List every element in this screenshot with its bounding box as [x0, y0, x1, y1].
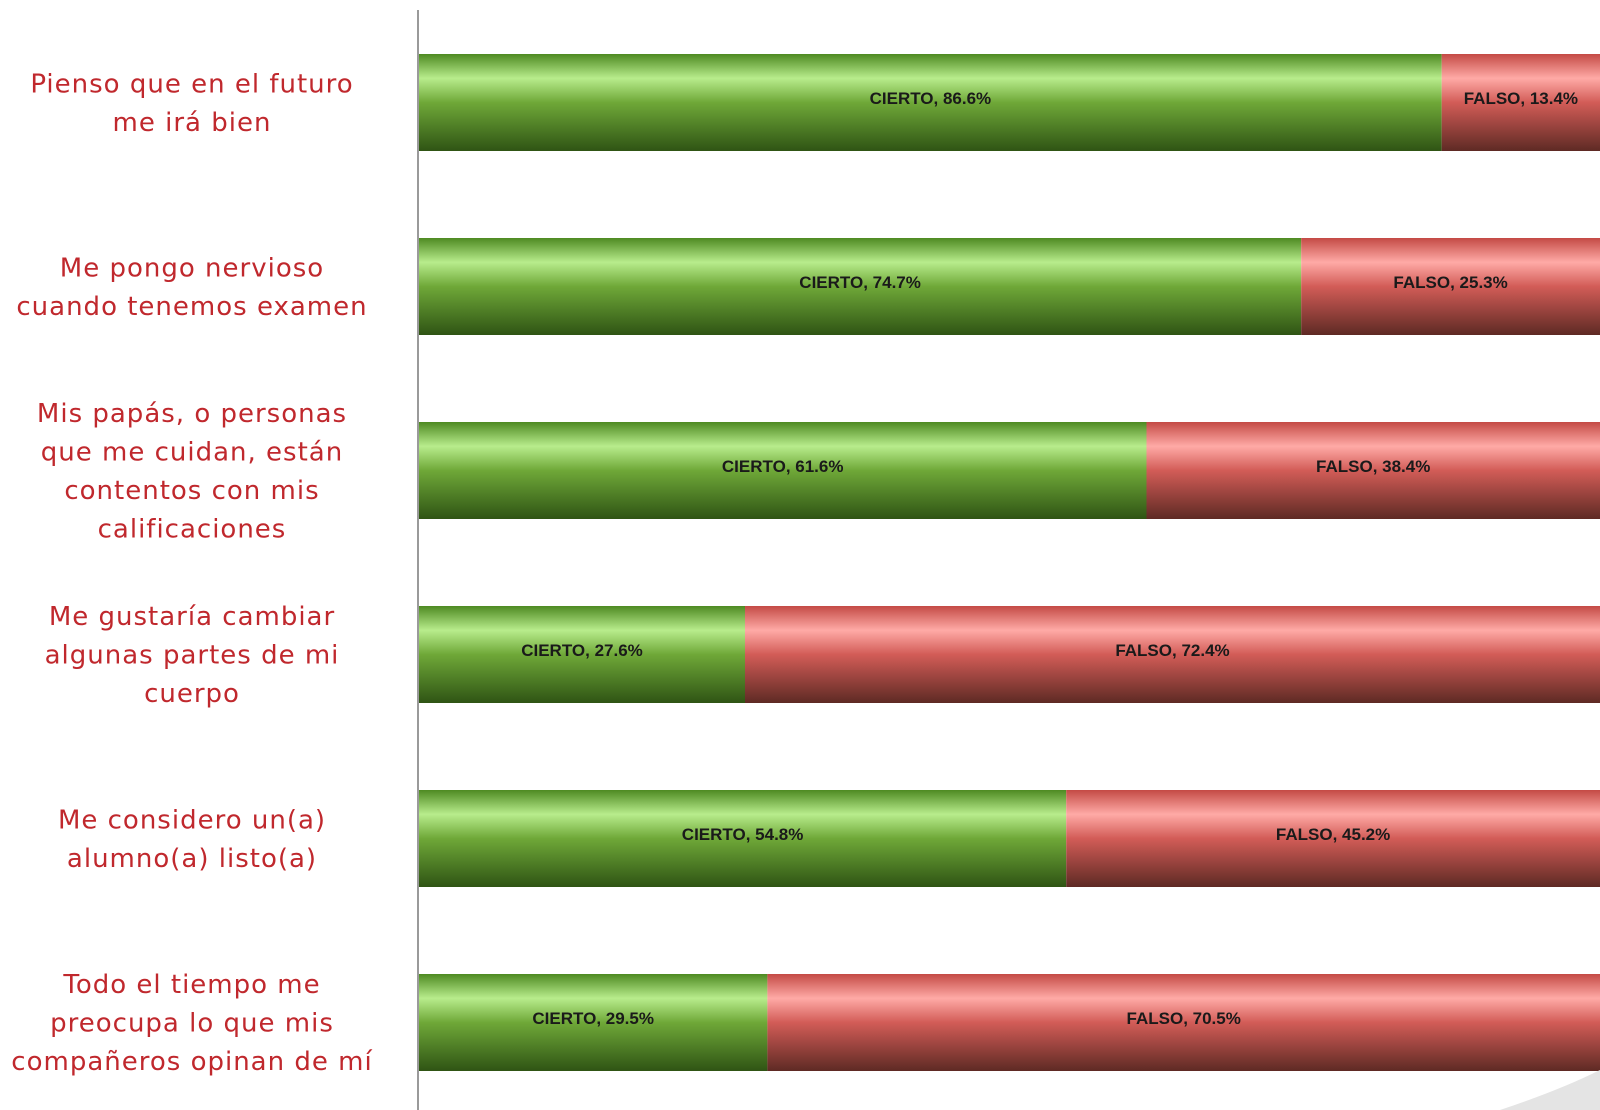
category-label-line: calificaciones: [98, 514, 287, 544]
category-label-line: Me gustaría cambiar: [49, 602, 335, 632]
category-label-line: contentos con mis: [64, 476, 319, 506]
category-label-line: Todo el tiempo me: [62, 970, 320, 1000]
category-label-line: me irá bien: [113, 108, 272, 138]
category-label-line: cuando tenemos examen: [16, 292, 367, 322]
data-label-falso-4: FALSO, 72.4%: [1115, 641, 1229, 660]
category-label-line: Pienso que en el futuro: [30, 69, 353, 99]
category-label-line: Me pongo nervioso: [60, 253, 324, 283]
bar-falso-5: [1066, 790, 1600, 887]
category-label-line: algunas partes de mi: [45, 641, 340, 671]
category-label-line: alumno(a) listo(a): [67, 844, 317, 874]
bar-falso-6: [767, 974, 1600, 1071]
category-label-2: Me pongo nervioso cuando tenemos examen: [16, 253, 367, 322]
bar-cierto-6: [419, 974, 768, 1071]
bar-falso-1: [1441, 54, 1600, 151]
category-label-line: Mis papás, o personas: [37, 399, 347, 429]
data-label-cierto-3: CIERTO, 61.6%: [722, 457, 844, 476]
bar-cierto-2: [419, 238, 1302, 335]
decorative-corner-swoosh: [1500, 1070, 1600, 1110]
category-label-line: que me cuidan, están: [41, 437, 343, 467]
data-label-cierto-2: CIERTO, 74.7%: [799, 273, 921, 292]
bar-cierto-4: [419, 606, 745, 703]
bar-cierto-1: [419, 54, 1442, 151]
category-label-line: Me considero un(a): [58, 805, 326, 835]
data-label-falso-1: FALSO, 13.4%: [1464, 89, 1578, 108]
data-label-cierto-1: CIERTO, 86.6%: [870, 89, 992, 108]
data-label-falso-2: FALSO, 25.3%: [1393, 273, 1507, 292]
bar-falso-4: [745, 606, 1600, 703]
category-label-3: Mis papás, o personas que me cuidan, está…: [37, 399, 347, 545]
data-label-falso-6: FALSO, 70.5%: [1127, 1009, 1241, 1028]
data-label-falso-3: FALSO, 38.4%: [1316, 457, 1430, 476]
data-label-cierto-4: CIERTO, 27.6%: [521, 641, 643, 660]
category-label-line: preocupa lo que mis: [50, 1009, 334, 1039]
bar-cierto-3: [419, 422, 1147, 519]
bar-cierto-5: [419, 790, 1067, 887]
bar-falso-3: [1146, 422, 1600, 519]
category-label-line: cuerpo: [144, 679, 240, 709]
category-label-5: Me considero un(a) alumno(a) listo(a): [58, 805, 326, 874]
category-label-4: Me gustaría cambiar algunas partes de mi c…: [45, 602, 340, 709]
data-label-falso-5: FALSO, 45.2%: [1276, 825, 1390, 844]
data-label-cierto-6: CIERTO, 29.5%: [532, 1009, 654, 1028]
category-label-6: Todo el tiempo me preocupa lo que mis comp…: [11, 970, 372, 1077]
bar-falso-2: [1301, 238, 1600, 335]
data-label-cierto-5: CIERTO, 54.8%: [682, 825, 804, 844]
category-label-line: compañeros opinan de mí: [11, 1047, 372, 1077]
category-label-1: Pienso que en el futuro me irá bien: [30, 69, 353, 138]
